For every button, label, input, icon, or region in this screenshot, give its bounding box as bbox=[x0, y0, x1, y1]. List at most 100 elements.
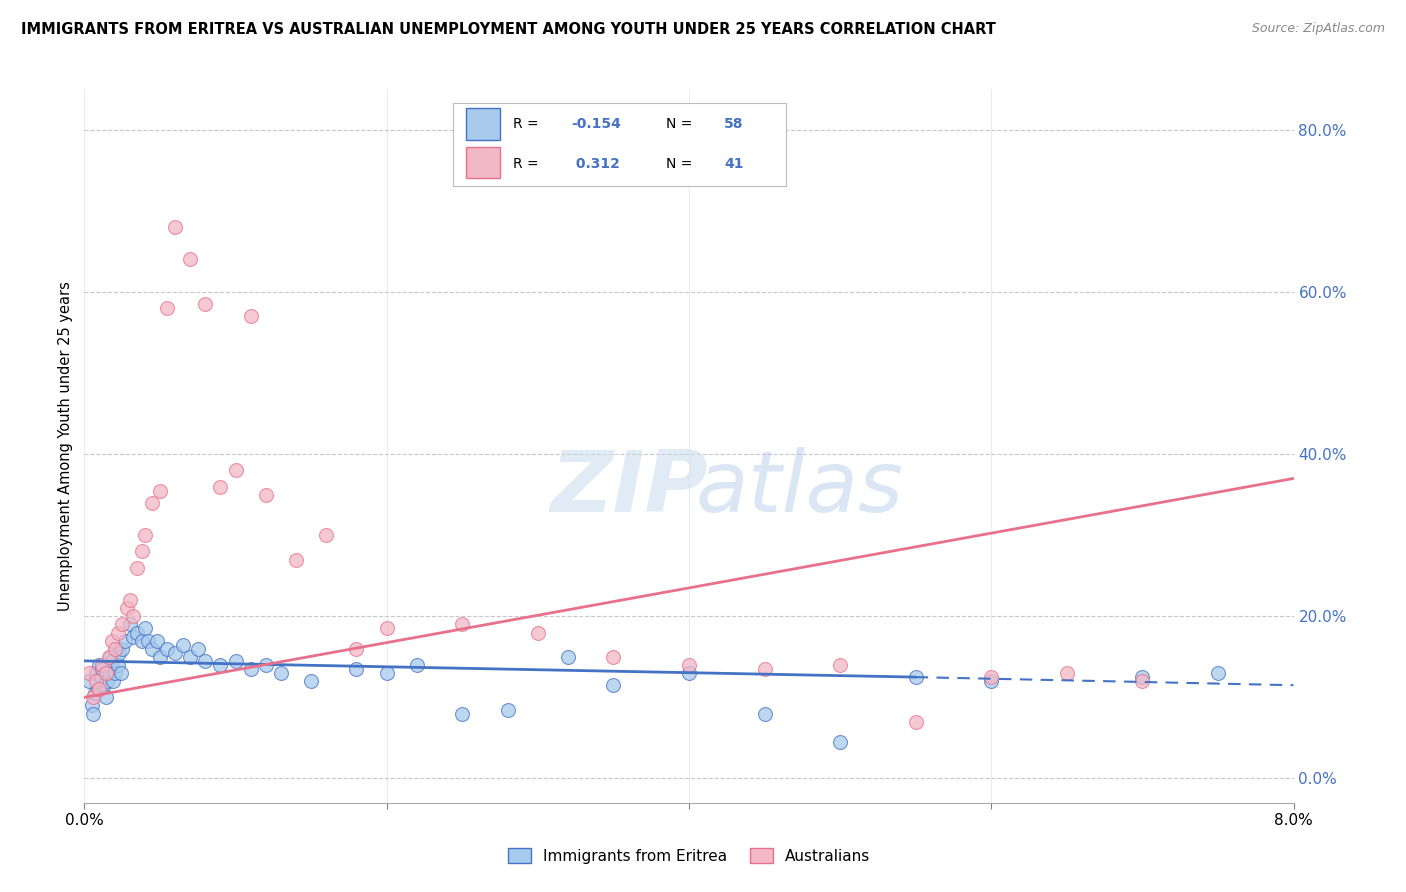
Point bbox=[93, 678, 115, 692]
Point bbox=[239, 310, 262, 324]
Point bbox=[149, 649, 172, 664]
Point bbox=[84, 686, 107, 700]
Point bbox=[101, 674, 124, 689]
Point bbox=[557, 649, 579, 664]
Point bbox=[163, 646, 186, 660]
Point bbox=[225, 654, 247, 668]
Point bbox=[1056, 666, 1078, 681]
Point bbox=[100, 633, 122, 648]
Point bbox=[77, 674, 100, 689]
Point bbox=[209, 657, 232, 672]
Point bbox=[187, 641, 209, 656]
Point bbox=[904, 670, 927, 684]
Point bbox=[375, 666, 398, 681]
Point bbox=[315, 528, 337, 542]
Y-axis label: Unemployment Among Youth under 25 years: Unemployment Among Youth under 25 years bbox=[58, 281, 73, 611]
Point bbox=[602, 678, 624, 692]
Point bbox=[118, 617, 141, 632]
Point bbox=[80, 698, 103, 713]
Point bbox=[134, 622, 156, 636]
Point bbox=[131, 633, 153, 648]
Point bbox=[82, 690, 104, 705]
Text: Source: ZipAtlas.com: Source: ZipAtlas.com bbox=[1251, 22, 1385, 36]
Point bbox=[90, 670, 112, 684]
Point bbox=[346, 662, 368, 676]
Point bbox=[111, 641, 134, 656]
Point bbox=[86, 666, 108, 681]
Point bbox=[107, 657, 129, 672]
Point bbox=[980, 670, 1002, 684]
Point bbox=[91, 662, 114, 676]
Point bbox=[104, 641, 127, 656]
Point bbox=[127, 625, 149, 640]
Point bbox=[980, 674, 1002, 689]
Point bbox=[830, 657, 852, 672]
Point bbox=[678, 657, 700, 672]
Point bbox=[284, 552, 308, 566]
Text: IMMIGRANTS FROM ERITREA VS AUSTRALIAN UNEMPLOYMENT AMONG YOUTH UNDER 25 YEARS CO: IMMIGRANTS FROM ERITREA VS AUSTRALIAN UN… bbox=[21, 22, 995, 37]
Point bbox=[127, 560, 149, 574]
Text: atlas: atlas bbox=[695, 447, 903, 531]
Point bbox=[118, 593, 141, 607]
Point bbox=[225, 463, 247, 477]
Point bbox=[136, 633, 159, 648]
Point bbox=[89, 657, 111, 672]
Point bbox=[94, 666, 117, 681]
Point bbox=[299, 674, 322, 689]
Point bbox=[149, 483, 172, 498]
Point bbox=[179, 252, 201, 267]
Point bbox=[115, 601, 138, 615]
Point bbox=[194, 297, 217, 311]
Point bbox=[451, 617, 474, 632]
Point bbox=[105, 641, 128, 656]
Point bbox=[209, 479, 232, 493]
Point bbox=[1130, 674, 1153, 689]
Point bbox=[179, 649, 201, 664]
Point bbox=[107, 625, 129, 640]
Point bbox=[754, 662, 776, 676]
Point bbox=[163, 220, 186, 235]
Point bbox=[146, 633, 169, 648]
Point bbox=[114, 633, 136, 648]
Point bbox=[527, 625, 550, 640]
Point bbox=[754, 706, 776, 721]
Point bbox=[1206, 666, 1229, 681]
Point bbox=[111, 617, 134, 632]
Point bbox=[346, 641, 368, 656]
Point bbox=[406, 657, 429, 672]
Point bbox=[172, 638, 194, 652]
Point bbox=[104, 666, 127, 681]
Point bbox=[830, 735, 852, 749]
Point bbox=[108, 646, 131, 660]
Point bbox=[87, 682, 110, 697]
Point bbox=[451, 706, 474, 721]
Text: ZIP: ZIP bbox=[550, 447, 707, 531]
Point bbox=[100, 654, 122, 668]
Point bbox=[375, 622, 398, 636]
Point bbox=[254, 488, 277, 502]
Point bbox=[1130, 670, 1153, 684]
Point bbox=[141, 641, 163, 656]
Point bbox=[131, 544, 153, 558]
Point bbox=[97, 666, 120, 681]
Point bbox=[134, 528, 156, 542]
Point bbox=[98, 649, 121, 664]
Point bbox=[96, 674, 118, 689]
Legend: Immigrants from Eritrea, Australians: Immigrants from Eritrea, Australians bbox=[502, 842, 876, 870]
Point bbox=[91, 657, 114, 672]
Point bbox=[678, 666, 700, 681]
Point bbox=[121, 609, 143, 624]
Point bbox=[121, 630, 143, 644]
Point bbox=[156, 301, 179, 315]
Point bbox=[156, 641, 179, 656]
Point bbox=[141, 496, 163, 510]
Point bbox=[270, 666, 292, 681]
Point bbox=[97, 649, 120, 664]
Point bbox=[77, 666, 100, 681]
Point bbox=[254, 657, 277, 672]
Point bbox=[86, 674, 108, 689]
Point bbox=[89, 682, 111, 697]
Point bbox=[194, 654, 217, 668]
Point bbox=[904, 714, 927, 729]
Point bbox=[602, 649, 624, 664]
